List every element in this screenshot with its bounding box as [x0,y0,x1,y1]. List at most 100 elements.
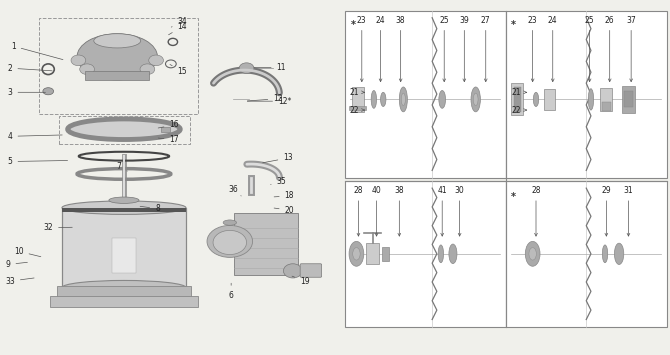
Text: 36: 36 [228,185,241,196]
Bar [62,208,186,212]
Ellipse shape [149,55,163,66]
Text: 35: 35 [271,176,286,186]
Bar [366,243,379,264]
Bar [352,87,364,112]
Text: 17: 17 [158,135,179,144]
Bar [50,296,198,307]
Ellipse shape [223,220,237,225]
Bar [345,11,506,178]
Text: 3: 3 [7,88,46,97]
Ellipse shape [471,87,480,112]
Text: 30: 30 [455,186,464,236]
Ellipse shape [381,92,386,106]
Ellipse shape [62,201,186,214]
Bar [62,208,186,288]
Text: 10: 10 [14,247,41,257]
Bar [622,86,635,113]
Ellipse shape [239,63,254,73]
Ellipse shape [94,34,141,48]
Text: 24: 24 [548,16,557,82]
Ellipse shape [525,241,540,266]
Text: *: * [511,20,516,29]
Bar [506,181,667,327]
Bar [514,87,521,112]
Text: 23: 23 [528,16,537,82]
Ellipse shape [401,93,405,106]
Text: 2: 2 [7,64,52,73]
Text: 29: 29 [602,186,611,236]
Bar [56,286,192,297]
Bar [85,71,149,80]
Ellipse shape [371,91,377,108]
Ellipse shape [43,88,54,95]
Ellipse shape [533,92,539,106]
Bar [39,18,198,114]
Text: 32: 32 [44,223,72,233]
Ellipse shape [349,241,364,266]
Text: *: * [351,20,356,29]
Text: 15: 15 [170,65,187,76]
Ellipse shape [588,89,594,110]
Text: 7: 7 [117,162,127,171]
Bar [349,106,366,110]
Bar [59,116,190,144]
Text: 41: 41 [438,186,447,236]
Bar [602,102,611,111]
Ellipse shape [70,120,178,138]
Bar [511,83,523,115]
Text: 22: 22 [349,105,364,115]
Text: 37: 37 [626,16,636,82]
Text: 1: 1 [11,42,63,60]
Text: 8: 8 [140,204,160,213]
Text: 27: 27 [481,16,490,82]
Text: 9: 9 [5,260,27,269]
Bar [624,91,633,107]
Text: 40: 40 [372,186,381,236]
Ellipse shape [77,34,157,80]
Ellipse shape [352,248,360,260]
Ellipse shape [213,230,247,255]
Text: 38: 38 [396,16,405,82]
Ellipse shape [473,93,478,106]
Text: 13: 13 [263,153,293,163]
Ellipse shape [80,64,94,75]
Bar [506,11,667,178]
Bar [112,238,136,273]
Bar [234,213,298,275]
Text: 31: 31 [624,186,633,236]
Text: 21: 21 [511,88,527,97]
Ellipse shape [62,280,186,295]
Text: 25: 25 [440,16,449,82]
Text: 18: 18 [274,191,294,201]
Ellipse shape [399,87,407,112]
Text: 16: 16 [158,120,179,130]
Text: 12*: 12* [247,97,291,106]
Bar [382,247,389,261]
Text: 26: 26 [605,16,614,82]
Ellipse shape [449,244,457,263]
Text: 28: 28 [354,186,363,236]
Bar [161,127,170,132]
Ellipse shape [109,197,139,203]
Text: 6: 6 [228,283,234,300]
Text: 25: 25 [585,16,594,82]
Text: 11: 11 [254,63,286,72]
Ellipse shape [614,243,624,264]
Text: 12: 12 [247,94,283,103]
Text: 5: 5 [7,157,68,166]
Text: 22: 22 [511,105,527,115]
Text: 34: 34 [172,17,187,27]
Text: 21: 21 [349,88,364,97]
Bar [544,89,555,110]
Text: 23: 23 [357,16,366,82]
Text: 38: 38 [395,186,404,236]
Bar [345,181,506,327]
Ellipse shape [207,225,253,257]
Text: 20: 20 [274,206,294,215]
Text: 14: 14 [169,22,187,35]
Text: 4: 4 [7,132,62,141]
Ellipse shape [602,245,608,263]
Text: 19: 19 [292,276,310,286]
Ellipse shape [529,248,536,260]
Text: 24: 24 [376,16,385,82]
